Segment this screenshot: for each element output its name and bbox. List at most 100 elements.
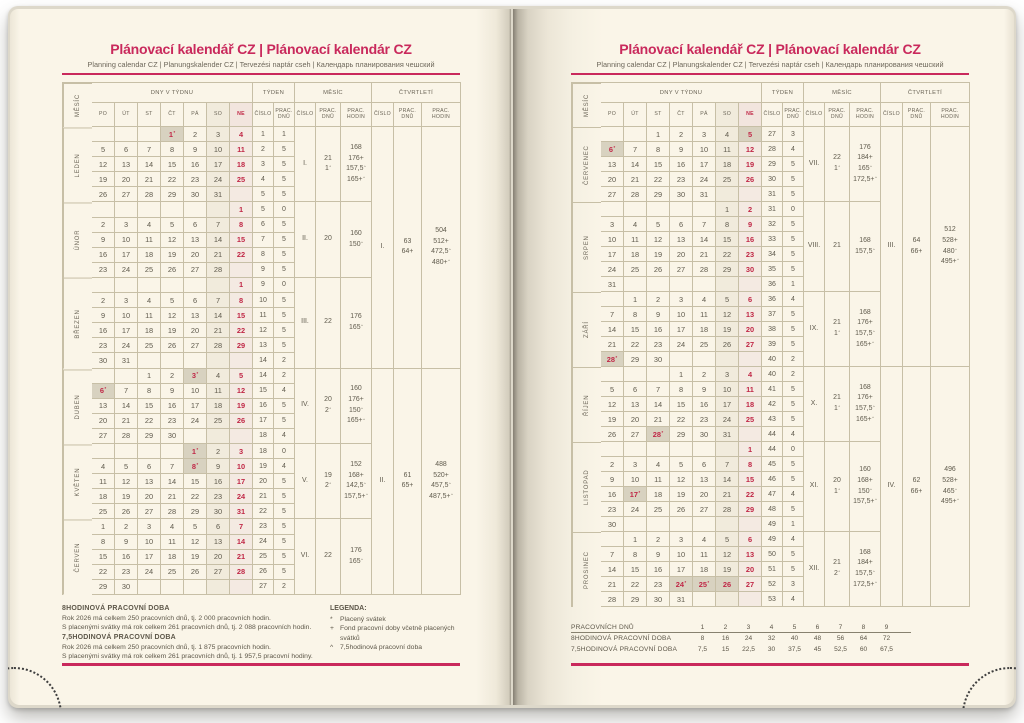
day-cell: 22	[230, 247, 253, 263]
day-cell: 9	[670, 142, 693, 157]
conversion-value: 67,5	[880, 646, 893, 653]
week-number-cell: 11	[253, 308, 274, 324]
day-cell: 15	[624, 322, 647, 337]
day-cell-empty	[207, 202, 230, 218]
week-number-cell: 9	[253, 262, 274, 278]
week-number-cell: 10	[253, 293, 274, 309]
calendar-table-jul-dec: MĚSÍC DNY V TÝDNU TÝDEN MĚSÍC ČTVRTLETÍ PO ÚT S…	[571, 82, 970, 607]
week-number-cell: 28	[762, 142, 783, 157]
day-cell: 21	[647, 412, 670, 427]
day-cell: 9	[92, 232, 115, 248]
day-cell: 28	[624, 187, 647, 202]
week-number-cell: 36	[762, 292, 783, 307]
week-number-cell: 44	[762, 427, 783, 442]
week-workdays-cell: 0	[783, 202, 804, 217]
day-cell: 27	[739, 337, 762, 352]
day-cell: 2	[647, 532, 670, 547]
month-number-cell: X.	[804, 367, 825, 442]
day-cell-empty	[624, 202, 647, 217]
week-workdays-cell: 5	[783, 397, 804, 412]
day-cell: 20	[184, 323, 207, 339]
day-cell-empty	[92, 277, 115, 294]
day-cell-empty	[716, 592, 739, 607]
day-cell: 8	[670, 382, 693, 397]
day-cell-empty	[184, 579, 207, 595]
day-cell: 9	[207, 459, 230, 475]
week-workdays-cell: 5	[274, 519, 295, 535]
day-cell-empty	[647, 517, 670, 532]
day-cell: 19	[161, 323, 184, 339]
day-cell: 31	[670, 592, 693, 607]
week-workdays-cell: 2	[274, 353, 295, 369]
month-workhours-cell: 176 184+ 165^ 172,5+^	[850, 127, 881, 202]
day-cell: 28 *	[601, 352, 624, 367]
day-cell-empty	[670, 277, 693, 292]
week-number-cell: 18	[253, 428, 274, 444]
month-workdays-cell: 22	[316, 519, 341, 595]
day-cell: 21	[161, 489, 184, 505]
day-cell: 24	[115, 338, 138, 354]
day-cell: 10	[184, 383, 207, 399]
day-cell: 12	[161, 308, 184, 324]
day-cell: 26	[716, 577, 739, 592]
day-cell: 21	[693, 247, 716, 262]
week-number-cell: 49	[762, 532, 783, 547]
header-day-so: SO	[207, 103, 230, 127]
day-cell: 10	[138, 534, 161, 550]
day-cell: 12	[670, 472, 693, 487]
day-cell: 25	[161, 564, 184, 580]
day-cell: 11	[230, 142, 253, 158]
page-title: Plánovací kalendář CZ | Plánovací kalend…	[110, 41, 412, 57]
day-cell: 11	[161, 534, 184, 550]
day-cell: 18	[647, 487, 670, 502]
day-cell: 7	[693, 217, 716, 232]
day-cell-empty	[138, 277, 161, 294]
week-workdays-cell: 5	[274, 398, 295, 414]
day-cell: 7	[138, 142, 161, 158]
footer-rule	[62, 663, 460, 666]
week-workdays-cell: 5	[274, 217, 295, 233]
day-cell: 10	[207, 142, 230, 158]
month-name-label: ČERVEN	[63, 519, 92, 595]
day-cell: 13	[601, 157, 624, 172]
week-workdays-cell: 5	[274, 157, 295, 173]
note-8h-line1: Rok 2026 má celkem 250 pracovních dnů, t…	[62, 614, 271, 622]
day-cell: 9	[184, 142, 207, 158]
day-cell: 11	[624, 232, 647, 247]
page-subtitle: Planning calendar CZ | Planungskalender …	[596, 60, 944, 69]
day-cell: 3 *	[184, 368, 207, 384]
week-number-cell: 5	[253, 202, 274, 218]
day-cell-empty	[207, 579, 230, 595]
day-cell: 16	[647, 562, 670, 577]
day-cell: 19	[92, 172, 115, 188]
week-number-cell: 25	[253, 549, 274, 565]
month-workhours-cell: 168 176+ 157,5^ 165+^	[850, 367, 881, 442]
week-number-cell: 14	[253, 353, 274, 369]
day-cell: 28	[115, 428, 138, 444]
day-cell: 3	[716, 367, 739, 382]
day-cell: 23	[92, 262, 115, 278]
day-cell: 6	[693, 457, 716, 472]
day-cell-empty	[138, 127, 161, 143]
day-cell: 6	[739, 292, 762, 307]
day-cell: 11	[739, 382, 762, 397]
day-cell: 14	[601, 562, 624, 577]
week-number-cell: 1	[253, 127, 274, 143]
day-cell: 1	[624, 532, 647, 547]
day-cell: 2	[161, 368, 184, 384]
day-cell: 28	[230, 564, 253, 580]
day-cell: 4	[207, 368, 230, 384]
day-cell: 19	[184, 549, 207, 565]
day-cell: 28	[693, 262, 716, 277]
week-workdays-cell: 3	[783, 577, 804, 592]
conversion-row: 8HODINOVÁ PRACOVNÍ DOBA 8 16 24 32 40 48 56 64 72	[571, 633, 911, 644]
day-cell: 14	[693, 232, 716, 247]
month-number-cell: XI.	[804, 442, 825, 532]
header-quarter-number: ČÍSLO	[881, 103, 903, 127]
day-cell: 8 *	[184, 459, 207, 475]
page-left: Plánovací kalendář CZ | Plánovací kalend…	[10, 9, 511, 705]
day-cell: 10	[230, 459, 253, 475]
day-cell: 19	[716, 562, 739, 577]
day-cell-empty	[739, 592, 762, 607]
week-workdays-cell: 4	[274, 459, 295, 475]
